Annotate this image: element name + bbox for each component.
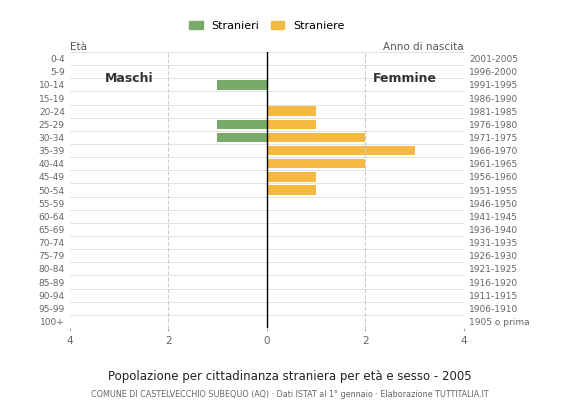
Bar: [267, 159, 365, 168]
Text: Anno di nascita: Anno di nascita: [383, 42, 464, 52]
Legend: Stranieri, Straniere: Stranieri, Straniere: [185, 16, 349, 35]
Text: Popolazione per cittadinanza straniera per età e sesso - 2005: Popolazione per cittadinanza straniera p…: [108, 370, 472, 383]
Bar: [267, 133, 365, 142]
Text: Femmine: Femmine: [373, 72, 437, 85]
Bar: [267, 185, 316, 195]
Bar: [267, 106, 316, 116]
Text: Maschi: Maschi: [104, 72, 153, 85]
Text: COMUNE DI CASTELVECCHIO SUBEQUO (AQ) · Dati ISTAT al 1° gennaio · Elaborazione T: COMUNE DI CASTELVECCHIO SUBEQUO (AQ) · D…: [91, 390, 489, 399]
Bar: [267, 172, 316, 182]
Bar: [267, 146, 415, 155]
Bar: [267, 120, 316, 129]
Bar: [218, 120, 267, 129]
Bar: [218, 133, 267, 142]
Text: Età: Età: [70, 42, 86, 52]
Bar: [218, 80, 267, 90]
